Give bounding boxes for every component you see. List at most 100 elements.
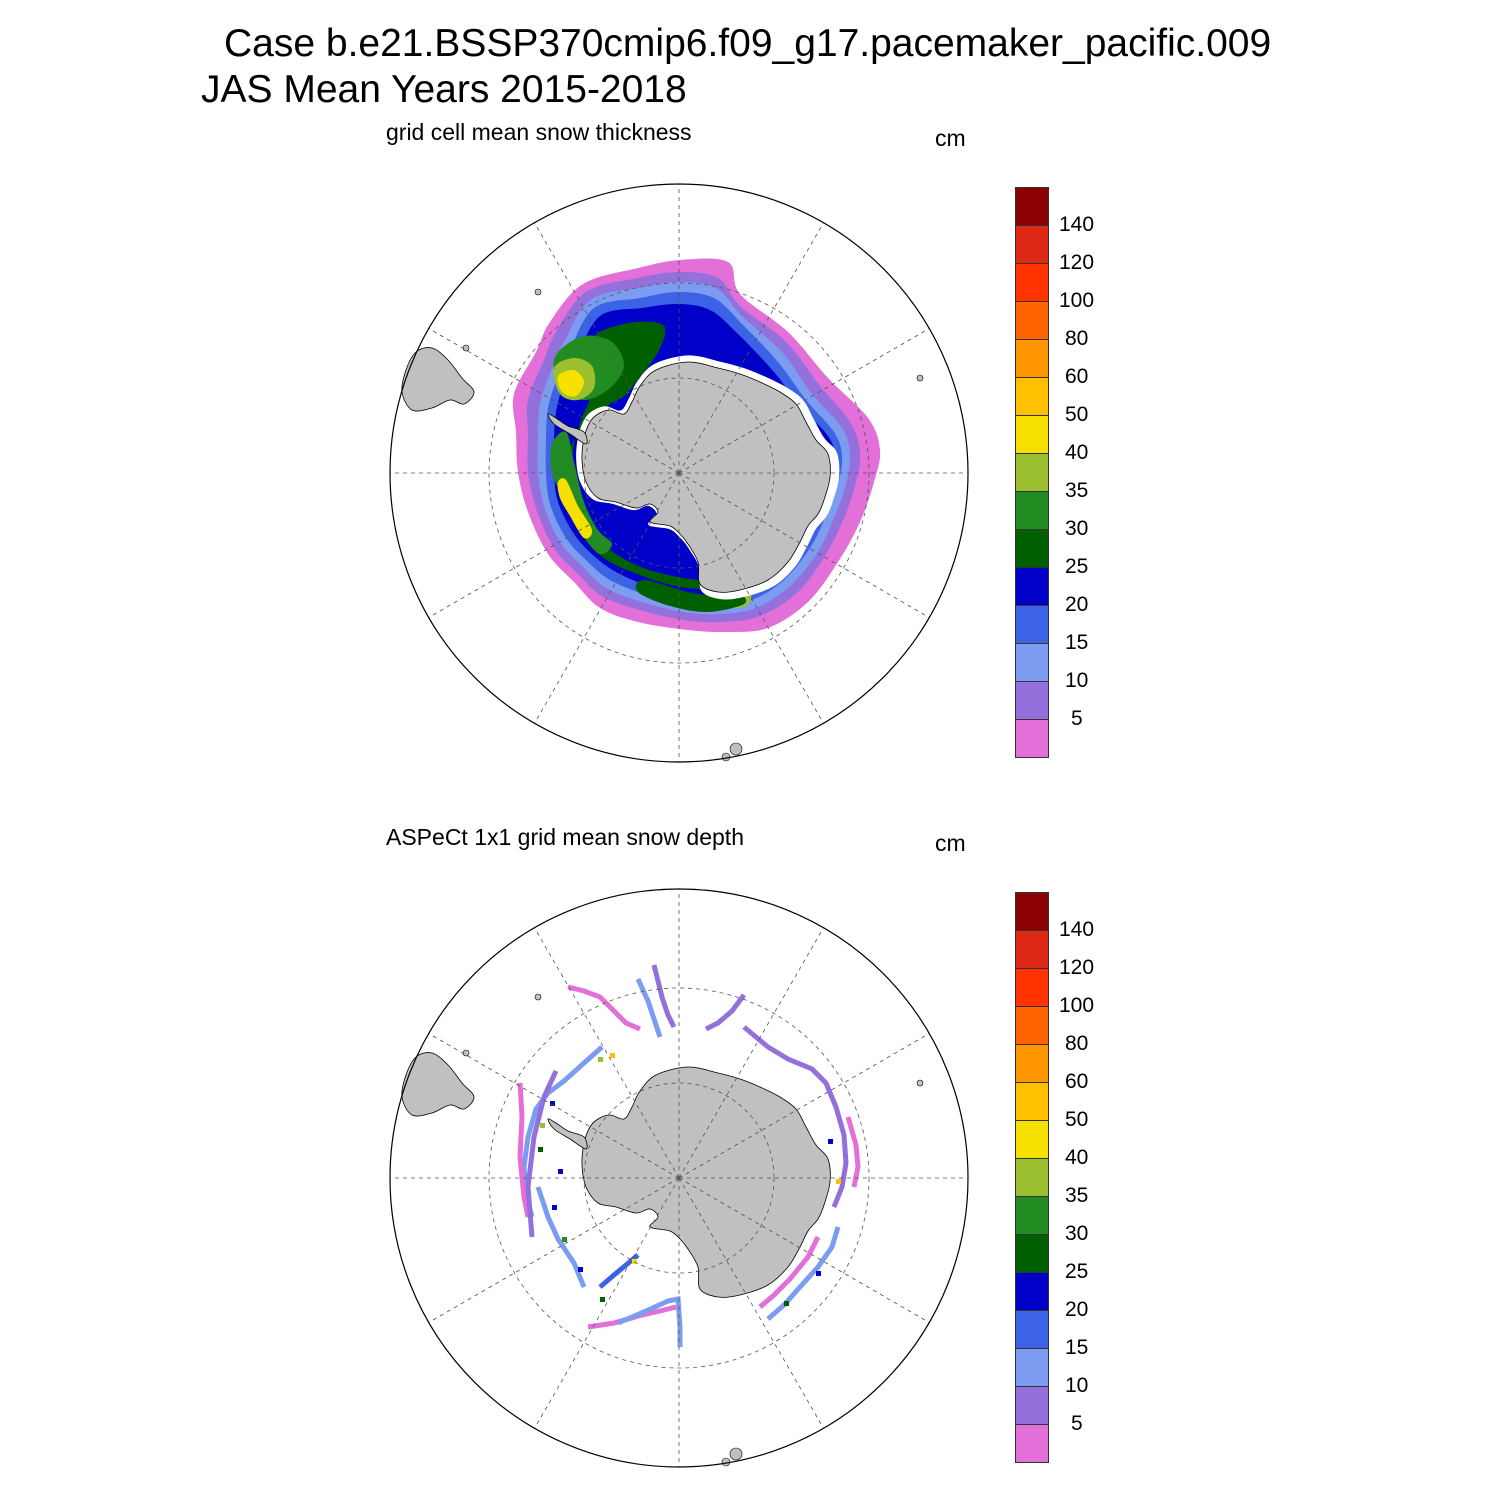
colorbar-box [1015, 930, 1049, 969]
panel2-colorbar [1015, 892, 1049, 1463]
observation-pixel [550, 1101, 555, 1106]
colorbar-box [1015, 1386, 1049, 1425]
panel1-graticule [389, 183, 969, 763]
colorbar-tick-label: 100 [1059, 289, 1095, 312]
colorbar-box [1015, 968, 1049, 1007]
colorbar-box [1015, 1158, 1049, 1197]
colorbar-box [1015, 1196, 1049, 1235]
colorbar-box [1015, 1044, 1049, 1083]
panel1-land [401, 288, 924, 762]
ship-track [845, 1116, 861, 1188]
panel2-title: ASPeCt 1x1 grid mean snow depth [386, 824, 744, 850]
colorbar-box [1015, 1120, 1049, 1159]
colorbar-tick-label: 30 [1065, 517, 1089, 540]
observation-pixel [540, 1123, 545, 1128]
colorbar-box [1015, 892, 1049, 931]
colorbar-tick-label: 35 [1065, 1184, 1089, 1207]
island [721, 1457, 731, 1467]
colorbar-box [1015, 681, 1049, 720]
ship-track [704, 993, 746, 1032]
ship-track [758, 1235, 821, 1309]
panel2-polar-map [389, 888, 969, 1468]
meridian-line [428, 328, 680, 474]
meridian-line [534, 222, 680, 474]
meridian-line [534, 927, 680, 1179]
colorbar-tick-label: 120 [1059, 251, 1095, 274]
colorbar-tick-label: 60 [1065, 1070, 1089, 1093]
ship-track [651, 964, 677, 1029]
meridian-line [534, 1177, 680, 1429]
observation-pixel [828, 1139, 833, 1144]
colorbar-tick-label: 80 [1065, 327, 1089, 350]
snow-thick-patch [550, 431, 613, 555]
latitude-circle [488, 282, 870, 664]
meridian-line [428, 1177, 680, 1323]
ship-track [525, 1069, 559, 1238]
ship-track [535, 1186, 587, 1288]
colorbar-tick-label: 30 [1065, 1222, 1089, 1245]
latitude-circle [583, 1082, 775, 1274]
colorbar-tick-label: 80 [1065, 1032, 1089, 1055]
meridian-line [678, 1033, 930, 1179]
snow-thick-patch [557, 369, 585, 397]
antarctic-peninsula [547, 413, 588, 445]
colorbar-box [1015, 529, 1049, 568]
colorbar-tick-label: 40 [1065, 1146, 1089, 1169]
panel2-observation-tracks [517, 964, 861, 1347]
meridian-line [678, 472, 824, 724]
colorbar-box [1015, 643, 1049, 682]
ship-track [617, 1295, 683, 1347]
colorbar-box [1015, 1272, 1049, 1311]
colorbar-tick-label: 15 [1065, 1336, 1089, 1359]
meridian-line [678, 927, 824, 1179]
observation-pixel [600, 1297, 605, 1302]
meridian-line [678, 472, 930, 618]
colorbar-tick-label: 100 [1059, 994, 1095, 1017]
latitude-circle [583, 377, 775, 569]
meridian-line [678, 328, 930, 474]
observation-pixel [784, 1301, 789, 1306]
colorbar-tick-label: 20 [1065, 1298, 1089, 1321]
meridian-line [678, 1177, 930, 1323]
island [729, 742, 743, 756]
colorbar-box [1015, 567, 1049, 606]
colorbar-box [1015, 339, 1049, 378]
island [729, 1447, 743, 1461]
figure-title-line1: Case b.e21.BSSP370cmip6.f09_g17.pacemake… [224, 22, 1272, 65]
ship-track [742, 1025, 849, 1208]
colorbar-box [1015, 1006, 1049, 1045]
colorbar-box [1015, 415, 1049, 454]
colorbar-tick-label: 50 [1065, 1108, 1089, 1131]
observation-pixel [562, 1237, 567, 1242]
colorbar-box [1015, 453, 1049, 492]
colorbar-box [1015, 605, 1049, 644]
colorbar-tick-label: 25 [1065, 1260, 1089, 1283]
figure-title-line2: JAS Mean Years 2015-2018 [201, 68, 687, 111]
island [534, 288, 542, 296]
island [916, 1079, 924, 1087]
colorbar-box [1015, 377, 1049, 416]
ship-track [635, 977, 663, 1038]
panel1-unit: cm [935, 125, 966, 151]
observation-pixel [816, 1271, 821, 1276]
snow-contour-band [565, 321, 793, 589]
colorbar-tick-label: 35 [1065, 479, 1089, 502]
meridian-line [428, 1033, 680, 1179]
colorbar-box [1015, 1310, 1049, 1349]
observation-pixel [598, 1057, 603, 1062]
colorbar-tick-label: 50 [1065, 403, 1089, 426]
colorbar-box [1015, 1424, 1049, 1463]
colorbar-box [1015, 187, 1049, 226]
island [462, 1049, 470, 1057]
colorbar-tick-label: 10 [1065, 669, 1089, 692]
island [916, 374, 924, 382]
panel2-unit: cm [935, 830, 966, 856]
colorbar-box [1015, 719, 1049, 758]
colorbar-tick-label: 20 [1065, 593, 1089, 616]
colorbar-tick-label: 120 [1059, 956, 1095, 979]
island [462, 344, 470, 352]
observation-pixel [538, 1147, 543, 1152]
observation-pixel [836, 1179, 841, 1184]
snow-thick-patch [635, 580, 747, 613]
colorbar-box [1015, 491, 1049, 530]
